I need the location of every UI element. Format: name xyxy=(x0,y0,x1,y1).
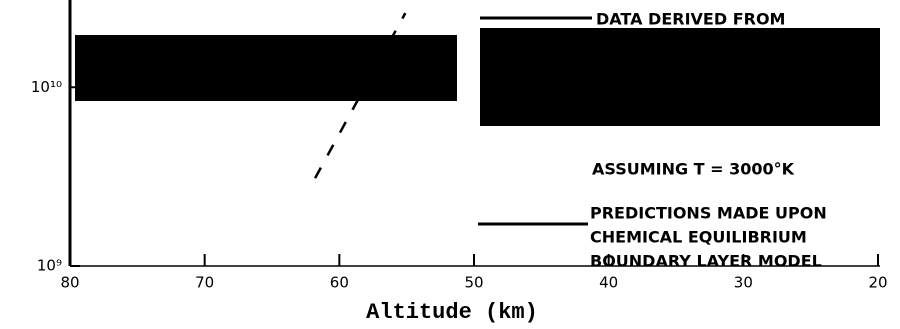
annotation: ASSUMING T = 3000°K xyxy=(592,160,795,179)
x-tick-label: 70 xyxy=(195,274,214,292)
x-axis-title: Altitude (km) xyxy=(366,300,538,325)
x-tick-label: 80 xyxy=(60,274,79,292)
y-tick-label: 10¹⁰ xyxy=(31,78,62,96)
x-tick-label: 40 xyxy=(599,274,618,292)
scan-artifact xyxy=(75,35,457,101)
annotation: BOUNDARY LAYER MODEL xyxy=(590,252,822,271)
y-tick-label: 10⁹ xyxy=(37,257,62,275)
annotation: DATA DERIVED FROM xyxy=(596,10,785,29)
annotation: CHEMICAL EQUILIBRIUM xyxy=(590,228,807,247)
x-tick-label: 20 xyxy=(868,274,887,292)
x-tick-label: 30 xyxy=(734,274,753,292)
x-tick-label: 60 xyxy=(330,274,349,292)
x-tick-label: 50 xyxy=(464,274,483,292)
data-line xyxy=(313,12,407,179)
annotation: PREDICTIONS MADE UPON xyxy=(590,204,827,223)
scan-artifact xyxy=(480,28,880,126)
